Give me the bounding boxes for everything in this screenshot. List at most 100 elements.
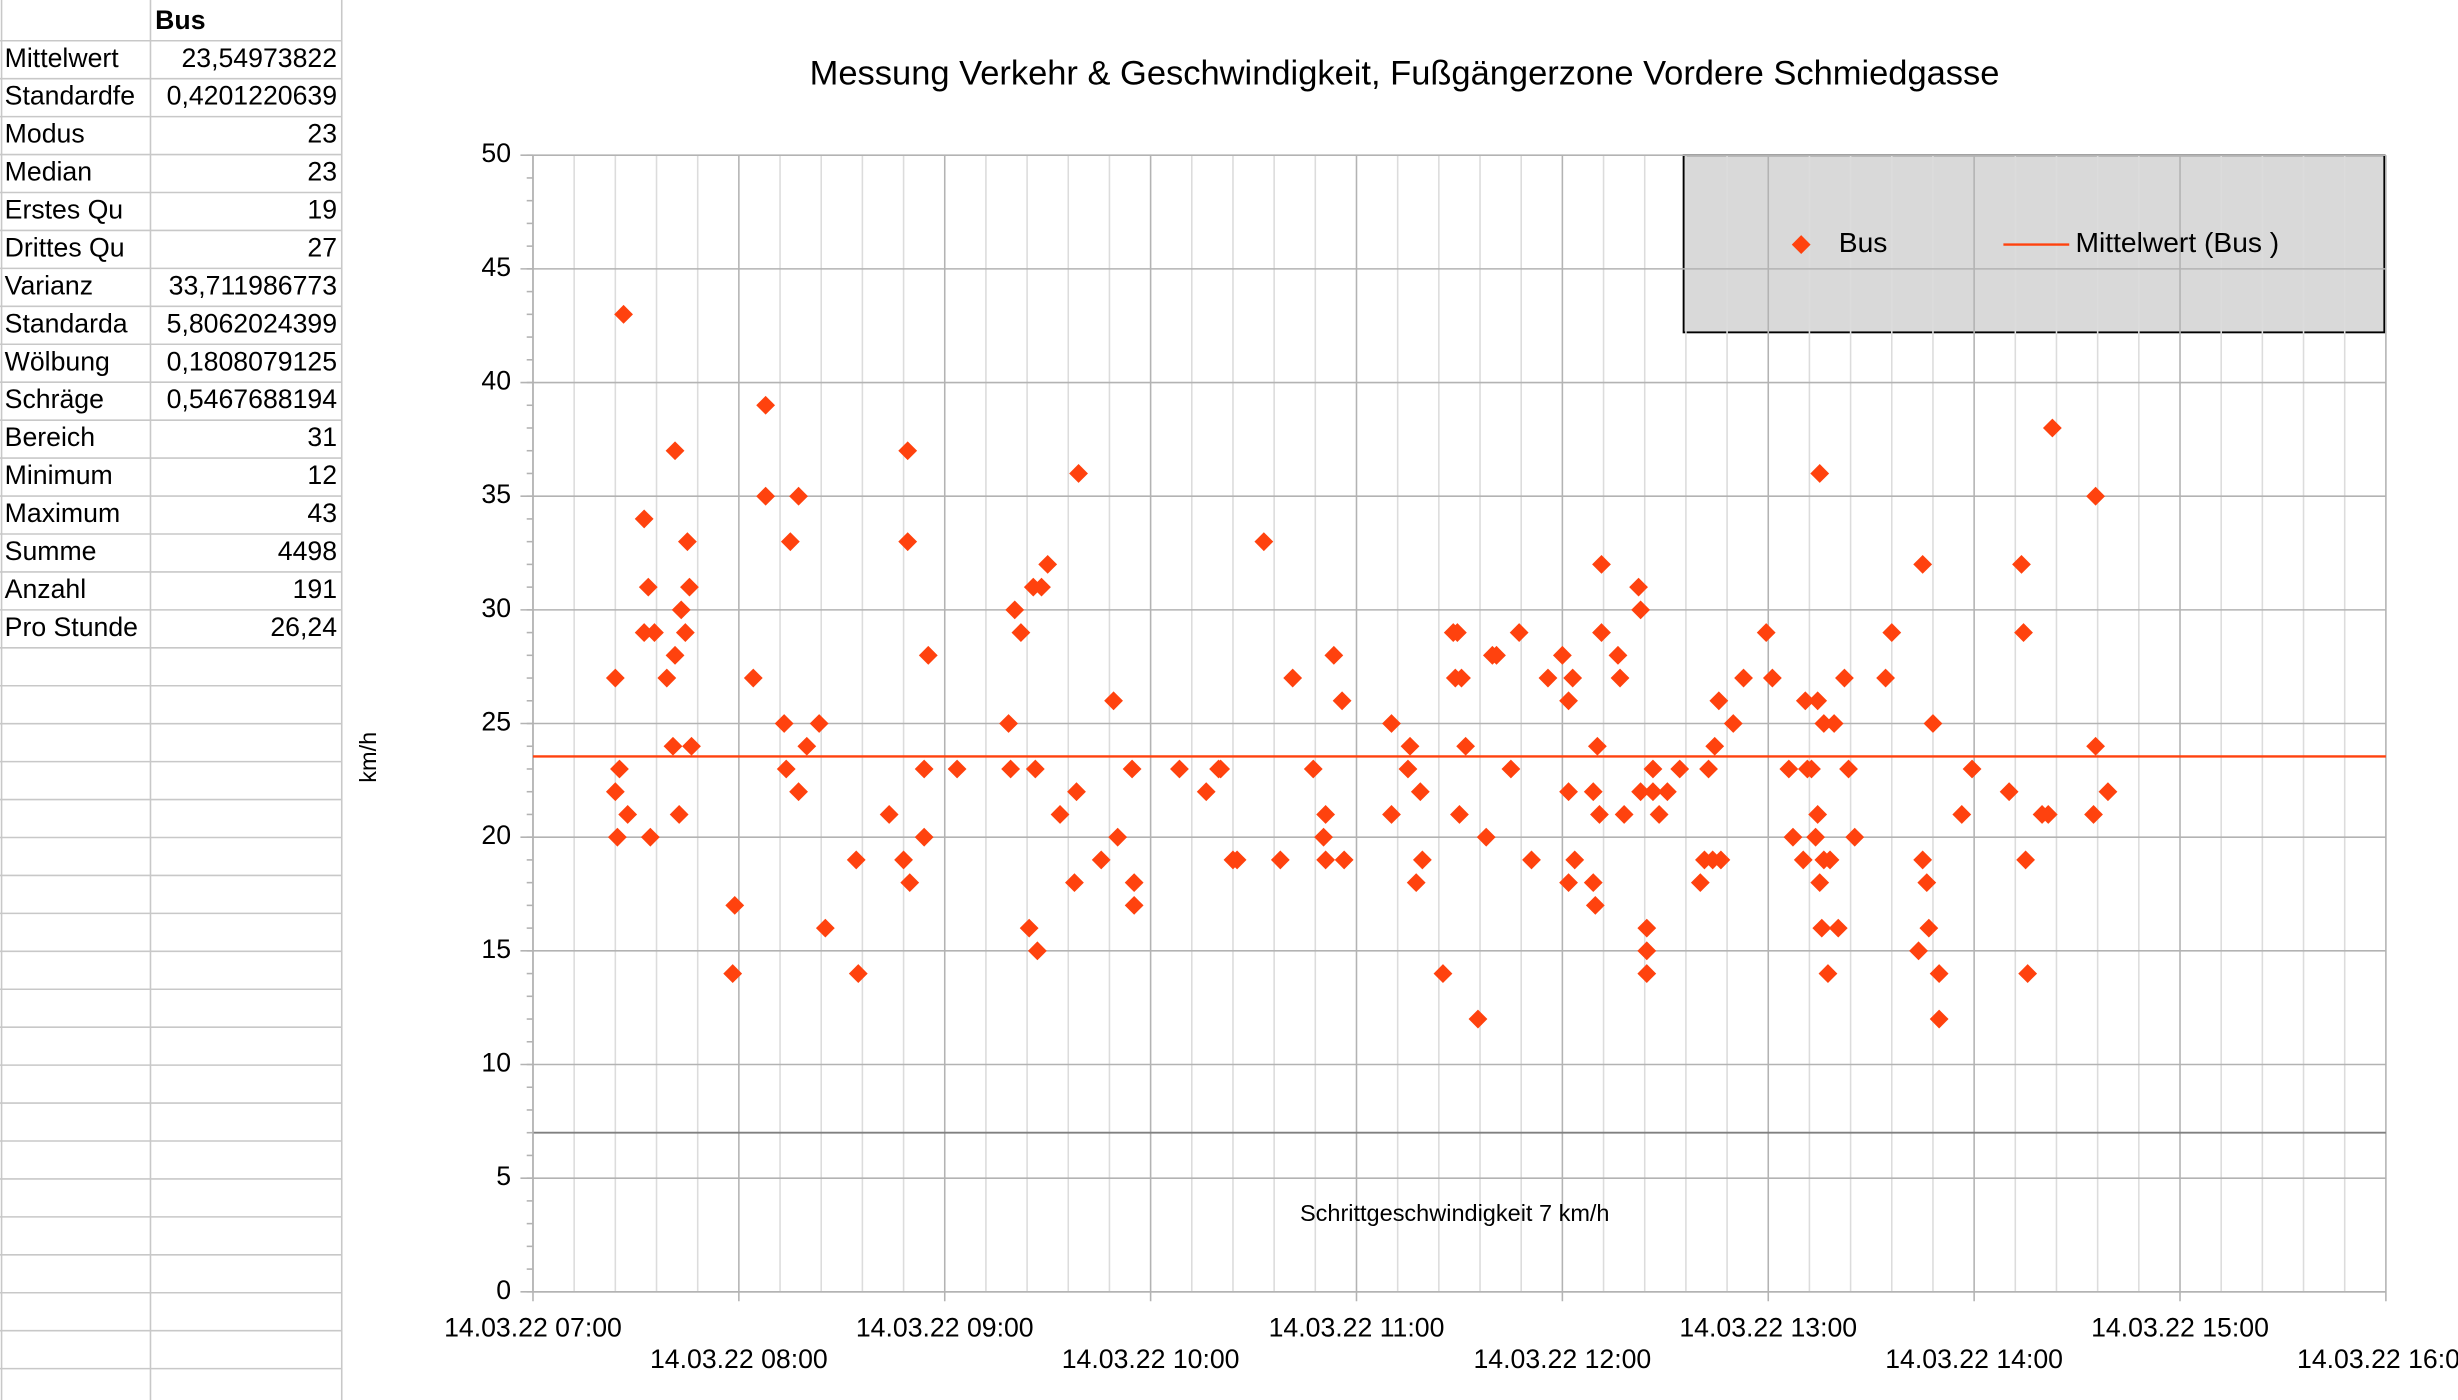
row-label: Bereich — [5, 422, 95, 452]
point — [1005, 600, 1025, 620]
point — [848, 964, 868, 983]
row-label: Minimum — [5, 460, 113, 490]
row-label: Maximum — [5, 498, 120, 528]
table-header: Bus — [155, 5, 205, 35]
point — [1316, 805, 1336, 824]
row-value: 0,4201220639 — [167, 81, 337, 111]
point — [1334, 850, 1354, 870]
point — [1657, 782, 1677, 802]
point — [1067, 782, 1086, 802]
y-tick-label: 40 — [481, 366, 511, 396]
point — [638, 577, 658, 597]
point — [2018, 964, 2038, 983]
point — [815, 918, 835, 938]
point — [2014, 623, 2033, 642]
x-tick-label: 14.03.22 14:00 — [1885, 1344, 2063, 1374]
point — [1999, 782, 2019, 802]
point — [2012, 554, 2031, 574]
point — [1450, 805, 1469, 824]
y-tick-label: 0 — [496, 1275, 511, 1305]
point — [1019, 918, 1039, 938]
point — [669, 805, 689, 824]
point — [780, 532, 800, 552]
point — [1919, 918, 1939, 938]
point — [1038, 554, 1058, 574]
point — [1170, 759, 1189, 779]
point — [1559, 873, 1578, 893]
point — [1501, 759, 1521, 779]
point — [1810, 464, 1830, 483]
point — [1810, 873, 1830, 893]
row-value: 43 — [307, 498, 337, 528]
point — [1406, 873, 1426, 893]
point — [725, 895, 745, 915]
row-label: Standardfe — [5, 81, 135, 111]
point — [634, 623, 654, 642]
point — [1583, 782, 1603, 802]
point — [1637, 941, 1657, 961]
point — [776, 759, 796, 779]
chart-title: Messung Verkehr & Geschwindigkeit, Fußgä… — [810, 54, 2000, 92]
row-value: 31 — [307, 422, 337, 452]
point — [634, 509, 654, 529]
point — [1583, 873, 1603, 893]
point — [1828, 918, 1848, 938]
point — [1631, 782, 1651, 802]
row-label: Median — [5, 157, 92, 187]
point — [1699, 759, 1718, 779]
point — [1608, 645, 1628, 665]
point — [809, 714, 829, 733]
point — [1332, 691, 1352, 711]
row-value: 23 — [307, 157, 337, 187]
point — [663, 736, 683, 756]
x-tick-label: 14.03.22 10:00 — [1062, 1344, 1240, 1374]
point — [1552, 645, 1572, 665]
point — [1802, 759, 1821, 779]
point — [1962, 759, 1982, 779]
point — [1783, 827, 1803, 847]
point — [898, 532, 918, 552]
point — [1824, 714, 1844, 733]
point — [645, 623, 664, 642]
point — [1538, 668, 1558, 688]
point — [1032, 577, 1051, 597]
row-value: 23,54973822 — [181, 43, 337, 73]
point — [680, 577, 699, 597]
point — [1614, 805, 1634, 824]
point — [1050, 805, 1070, 824]
point — [1820, 850, 1840, 870]
y-tick-label: 30 — [481, 593, 511, 623]
point — [671, 600, 691, 620]
point — [1592, 623, 1611, 642]
y-tick-label: 15 — [481, 934, 511, 964]
point — [900, 873, 920, 893]
point — [914, 759, 934, 779]
point — [1643, 759, 1663, 779]
row-label: Wölbung — [5, 346, 110, 376]
point — [1585, 895, 1605, 915]
point — [1316, 850, 1336, 870]
point — [797, 736, 817, 756]
point — [1025, 759, 1045, 779]
point — [1509, 623, 1529, 642]
row-value: 12 — [307, 460, 337, 490]
point — [1563, 668, 1583, 688]
point — [614, 304, 633, 324]
point — [1124, 895, 1144, 915]
point — [1876, 668, 1896, 688]
y-tick-label: 10 — [481, 1048, 511, 1078]
point — [1565, 850, 1585, 870]
y-axis-label: km/h — [355, 732, 381, 783]
legend-label: Bus — [1839, 226, 1888, 258]
point — [675, 623, 695, 642]
point — [1027, 941, 1047, 961]
point — [756, 395, 776, 415]
y-tick-label: 45 — [481, 252, 511, 282]
point — [1818, 964, 1838, 983]
row-label: Anzahl — [5, 574, 86, 604]
point — [607, 827, 627, 847]
point — [756, 486, 776, 506]
point — [1670, 759, 1690, 779]
point — [1587, 736, 1607, 756]
